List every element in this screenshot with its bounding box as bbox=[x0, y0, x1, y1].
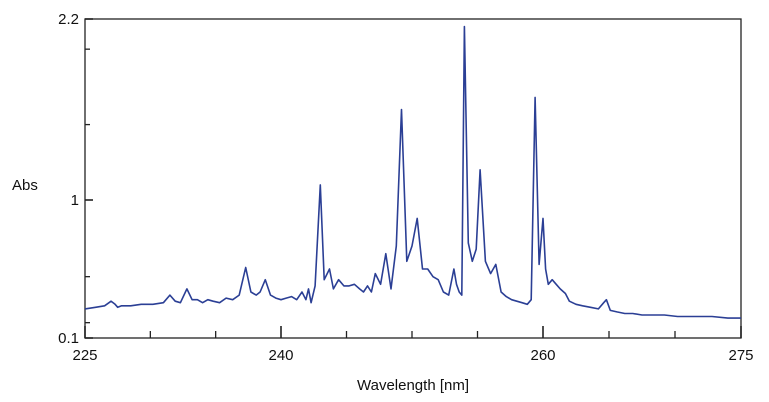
y-tick-label: 1 bbox=[71, 192, 79, 209]
y-tick-label: 2.2 bbox=[58, 11, 79, 28]
y-tick-labels: 0.1 1 2.2 bbox=[58, 11, 93, 347]
x-tick-label: 275 bbox=[728, 347, 753, 364]
y-axis-title: Abs bbox=[12, 177, 38, 194]
x-tick-label: 225 bbox=[72, 347, 97, 364]
x-tick-labels: 225 240 260 275 bbox=[72, 326, 754, 364]
series-line bbox=[84, 25, 741, 319]
x-axis-title: Wavelength [nm] bbox=[357, 377, 469, 394]
plot-frame bbox=[84, 18, 742, 339]
x-tick-label: 240 bbox=[268, 347, 293, 364]
y-minor-ticks bbox=[85, 48, 90, 324]
x-tick-label: 260 bbox=[530, 347, 555, 364]
y-tick-label: 0.1 bbox=[58, 330, 79, 347]
x-minor-ticks bbox=[149, 331, 676, 338]
